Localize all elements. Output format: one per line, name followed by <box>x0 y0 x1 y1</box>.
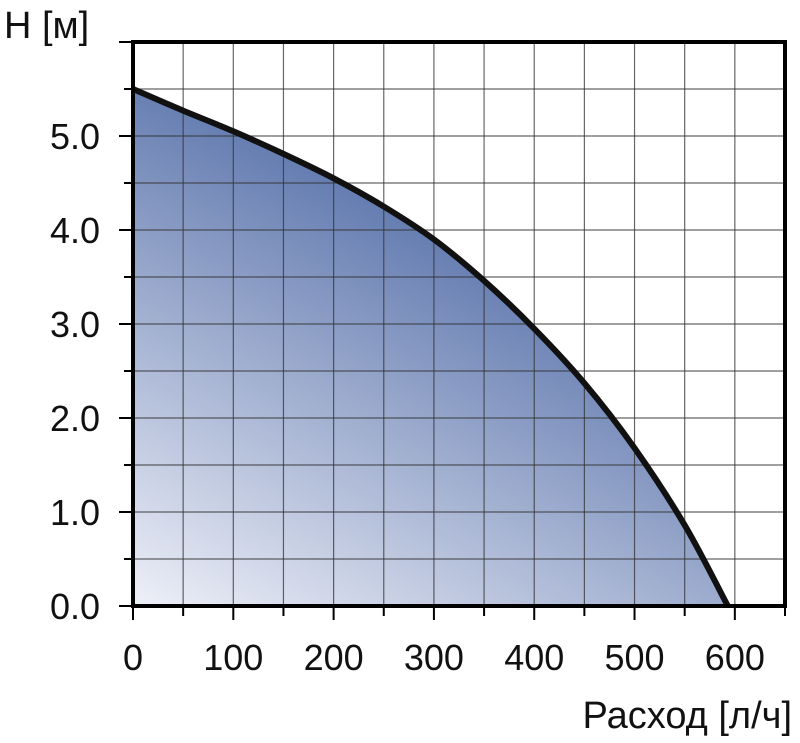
x-tick-label: 100 <box>203 637 263 678</box>
label-layer: 0 100 200 300 400 500 600 0.0 1.0 2.0 3.0 4.0 5.0 <box>50 116 765 678</box>
x-tick-label: 300 <box>404 637 464 678</box>
x-tick-label: 600 <box>705 637 765 678</box>
x-tick-label: 0 <box>123 637 143 678</box>
tick-layer <box>119 41 786 620</box>
area-fill-layer <box>133 89 728 606</box>
x-tick-label: 500 <box>604 637 664 678</box>
y-tick-label: 2.0 <box>50 398 100 439</box>
y-tick-label: 4.0 <box>50 210 100 251</box>
curve-layer <box>133 86 731 606</box>
x-tick-label: 200 <box>304 637 364 678</box>
x-axis-title: Расход [л/ч] <box>583 695 792 737</box>
series-line <box>133 86 731 606</box>
y-tick-label: 5.0 <box>50 116 100 157</box>
y-tick-label: 1.0 <box>50 492 100 533</box>
y-tick-label: 3.0 <box>50 304 100 345</box>
y-tick-label: 0.0 <box>50 586 100 627</box>
y-axis-title: H [м] <box>4 5 89 47</box>
area-fill <box>133 89 728 606</box>
x-tick-label: 400 <box>504 637 564 678</box>
